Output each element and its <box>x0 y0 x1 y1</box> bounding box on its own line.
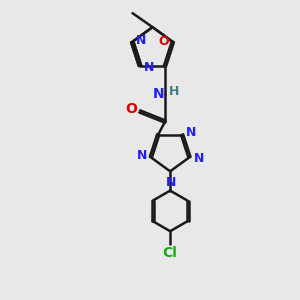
Text: N: N <box>153 87 164 100</box>
Text: N: N <box>186 126 196 139</box>
Text: N: N <box>194 152 204 165</box>
Text: O: O <box>158 35 169 48</box>
Text: O: O <box>126 102 137 116</box>
Text: N: N <box>166 176 176 189</box>
Text: N: N <box>144 61 154 74</box>
Text: N: N <box>136 149 147 162</box>
Text: Cl: Cl <box>163 246 178 260</box>
Text: N: N <box>136 34 147 47</box>
Text: H: H <box>169 85 179 98</box>
